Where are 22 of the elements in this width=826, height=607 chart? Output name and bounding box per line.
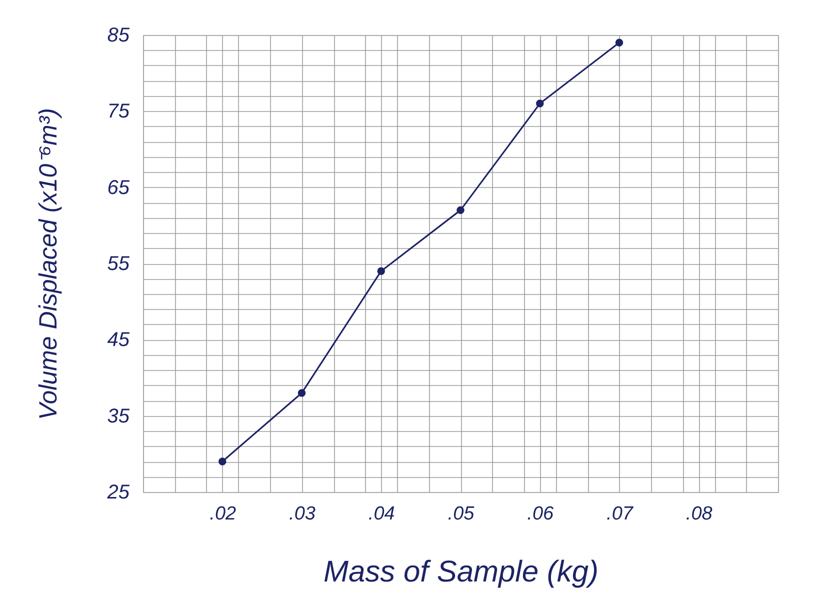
y-tick-label: 55	[107, 253, 130, 275]
x-tick-label: .03	[289, 504, 316, 524]
point	[377, 267, 385, 275]
y-tick-label: 75	[107, 100, 130, 123]
y-tick-label: 45	[107, 329, 130, 352]
point	[298, 389, 306, 397]
x-tick-label: .08	[686, 504, 713, 524]
y-tick-label: 25	[106, 482, 130, 504]
point	[218, 458, 226, 466]
y-tick-label: 35	[107, 405, 130, 428]
y-tick-label: 85	[107, 24, 130, 46]
point	[536, 100, 544, 108]
x-tick-label: .02	[210, 504, 237, 524]
x-tick-label: .05	[448, 504, 475, 524]
x-tick-label: .06	[527, 504, 554, 524]
x-axis-title: Mass of Sample (kg)	[323, 556, 599, 588]
point	[456, 206, 464, 214]
x-tick-label: .04	[368, 504, 395, 524]
y-axis-title: Volume Displaced (x10⁻⁶m³)	[34, 108, 62, 420]
x-tick-label: .07	[606, 504, 634, 524]
point	[615, 38, 624, 46]
y-tick-label: 65	[107, 176, 130, 199]
